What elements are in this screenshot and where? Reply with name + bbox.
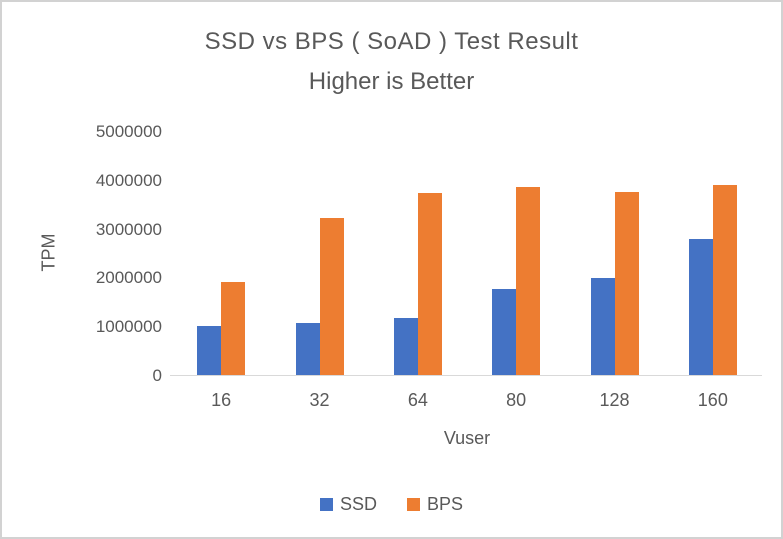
x-axis-line bbox=[170, 375, 762, 376]
legend-swatch-bps bbox=[406, 498, 420, 511]
y-tick-label: 1000000 bbox=[95, 317, 162, 337]
legend-label: BPS bbox=[426, 494, 464, 514]
x-category-label: 64 bbox=[407, 390, 428, 410]
bar-ssd-80 bbox=[492, 289, 516, 376]
legend-item-ssd: SSD bbox=[319, 494, 377, 515]
bar-ssd-16 bbox=[197, 326, 221, 376]
bar-ssd-32 bbox=[296, 323, 320, 376]
chart-title: SSD vs BPS ( SoAD ) Test Result bbox=[204, 28, 579, 55]
x-category-label: 80 bbox=[506, 390, 527, 410]
bar-bps-128 bbox=[615, 192, 639, 376]
x-category-label: 16 bbox=[211, 390, 232, 410]
bar-ssd-64 bbox=[394, 318, 418, 376]
bar-bps-64 bbox=[418, 193, 442, 376]
x-axis-title: Vuser bbox=[443, 428, 491, 448]
y-tick-label: 5000000 bbox=[95, 122, 162, 141]
bar-bps-80 bbox=[516, 187, 540, 376]
bar-ssd-160 bbox=[689, 239, 713, 376]
y-axis-title: TPM bbox=[38, 233, 59, 272]
y-tick-label: 0 bbox=[152, 366, 162, 385]
legend: SSD BPS bbox=[2, 494, 781, 515]
x-category-label: 32 bbox=[309, 390, 330, 410]
bar-ssd-128 bbox=[591, 278, 615, 376]
legend-swatch-ssd bbox=[319, 498, 333, 511]
y-tick-label: 2000000 bbox=[95, 268, 162, 288]
bar-bps-16 bbox=[221, 282, 245, 376]
legend-item-bps: BPS bbox=[406, 494, 464, 515]
legend-label: SSD bbox=[339, 494, 377, 514]
x-category-label: 160 bbox=[697, 390, 728, 410]
y-tick-label: 3000000 bbox=[95, 219, 162, 239]
bar-bps-160 bbox=[713, 185, 737, 376]
chart-subtitle: Higher is Better bbox=[308, 68, 475, 95]
bar-bps-32 bbox=[320, 218, 344, 376]
x-category-label: 128 bbox=[599, 390, 630, 410]
y-tick-label: 4000000 bbox=[95, 170, 162, 190]
